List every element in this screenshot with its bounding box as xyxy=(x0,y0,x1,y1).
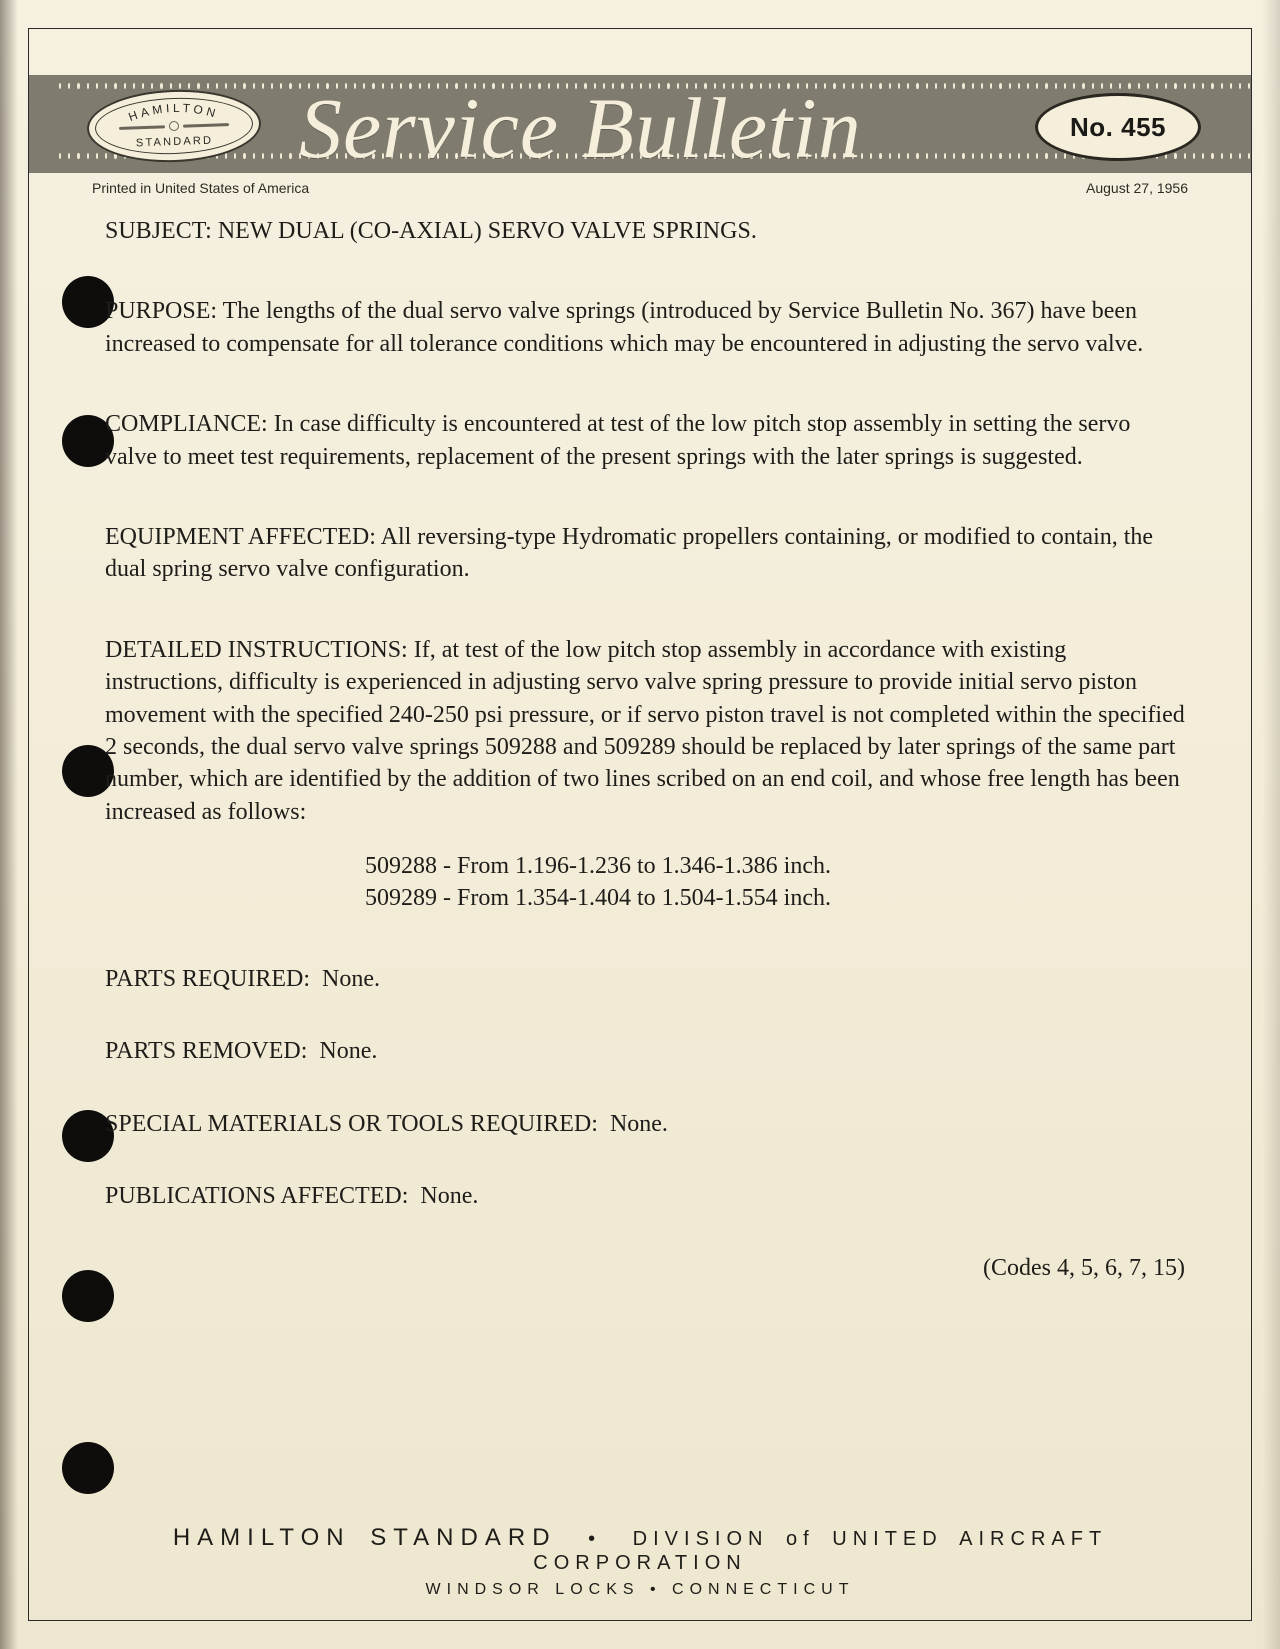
dot-icon: • xyxy=(588,1528,601,1550)
sub-banner-line: Printed in United States of America Augu… xyxy=(92,180,1188,196)
parts-required-label: PARTS REQUIRED: xyxy=(105,966,310,992)
section-parts-required: PARTS REQUIRED: None. xyxy=(105,963,1185,995)
spring-data-1: 509288 - From 1.196-1.236 to 1.346-1.386… xyxy=(365,850,1185,882)
publications-text: None. xyxy=(420,1183,478,1209)
banner-title: Service Bulletin xyxy=(299,78,862,170)
parts-removed-text: None. xyxy=(319,1038,377,1064)
section-parts-removed: PARTS REMOVED: None. xyxy=(105,1035,1185,1067)
publications-label: PUBLICATIONS AFFECTED: xyxy=(105,1183,408,1209)
subject-text: NEW DUAL (CO-AXIAL) SERVO VALVE SPRINGS. xyxy=(218,218,757,244)
parts-required-text: None. xyxy=(322,966,380,992)
section-special: SPECIAL MATERIALS OR TOOLS REQUIRED: Non… xyxy=(105,1108,1185,1140)
spring-data-2: 509289 - From 1.354-1.404 to 1.504-1.554… xyxy=(365,882,1185,914)
banner: HAMILTON STANDARD Service Bulletin No. 4… xyxy=(29,75,1251,173)
section-compliance: COMPLIANCE: In case difficulty is encoun… xyxy=(105,408,1185,473)
body-text: SUBJECT: NEW DUAL (CO-AXIAL) SERVO VALVE… xyxy=(105,215,1185,1285)
logo-bottom-text: STANDARD xyxy=(136,135,214,150)
footer-line-1: HAMILTON STANDARD • DIVISION of UNITED A… xyxy=(60,1524,1220,1575)
instructions-text: If, at test of the low pitch stop assemb… xyxy=(105,637,1185,825)
special-text: None. xyxy=(610,1111,668,1137)
codes-line: (Codes 4, 5, 6, 7, 15) xyxy=(105,1252,1185,1284)
instructions-label: DETAILED INSTRUCTIONS: xyxy=(105,637,408,663)
parts-removed-label: PARTS REMOVED: xyxy=(105,1038,307,1064)
purpose-label: PURPOSE: xyxy=(105,298,217,324)
footer-company-b: DIVISION of UNITED AIRCRAFT CORPORATION xyxy=(533,1528,1107,1574)
purpose-text: The lengths of the dual servo valve spri… xyxy=(105,298,1143,356)
issue-date: August 27, 1956 xyxy=(1086,180,1188,196)
section-equipment: EQUIPMENT AFFECTED: All reversing-type H… xyxy=(105,521,1185,586)
footer-company-a: HAMILTON STANDARD xyxy=(173,1524,557,1551)
section-purpose: PURPOSE: The lengths of the dual servo v… xyxy=(105,295,1185,360)
subject-label: SUBJECT: xyxy=(105,218,212,244)
footer: HAMILTON STANDARD • DIVISION of UNITED A… xyxy=(60,1524,1220,1599)
section-publications: PUBLICATIONS AFFECTED: None. xyxy=(105,1180,1185,1212)
compliance-label: COMPLIANCE: xyxy=(105,411,268,437)
section-subject: SUBJECT: NEW DUAL (CO-AXIAL) SERVO VALVE… xyxy=(105,215,1185,247)
equipment-label: EQUIPMENT AFFECTED: xyxy=(105,524,376,550)
hole-punch xyxy=(62,1442,114,1494)
page: HAMILTON STANDARD Service Bulletin No. 4… xyxy=(0,0,1280,1649)
logo-inner: HAMILTON STANDARD xyxy=(94,95,254,156)
special-label: SPECIAL MATERIALS OR TOOLS REQUIRED: xyxy=(105,1111,598,1137)
section-instructions: DETAILED INSTRUCTIONS: If, at test of th… xyxy=(105,634,1185,915)
bulletin-number-badge: No. 455 xyxy=(1035,93,1201,161)
footer-location: WINDSOR LOCKS • CONNECTICUT xyxy=(60,1581,1220,1599)
printed-in: Printed in United States of America xyxy=(92,180,309,196)
